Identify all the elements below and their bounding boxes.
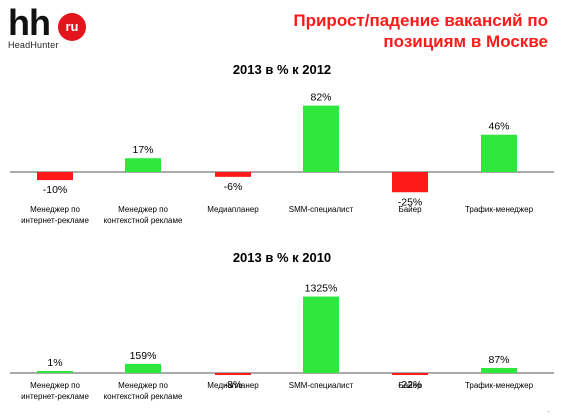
chart-2-title: 2013 в % к 2010 bbox=[232, 250, 332, 265]
category-label-6: Трафик-менеджер bbox=[465, 381, 534, 390]
data-label-1: -10% bbox=[43, 184, 68, 196]
data-label-6: 46% bbox=[488, 121, 509, 133]
category-label-1-line-1: Менеджер по bbox=[30, 381, 80, 390]
bar-6 bbox=[481, 134, 517, 172]
category-label-3: Медиапланер bbox=[207, 205, 259, 214]
category-label-1-line-2: интернет-рекламе bbox=[21, 216, 89, 225]
chart-2: 1% Менеджер по интернет-рекламе 159% Менедже… bbox=[10, 283, 554, 401]
bar-5 bbox=[392, 172, 428, 193]
category-label-4: SMM-специалист bbox=[289, 381, 354, 390]
page-marker: · bbox=[547, 407, 550, 416]
bar-5 bbox=[392, 373, 428, 375]
category-label-2-line-2: контекстной рекламе bbox=[104, 392, 183, 401]
bar-3 bbox=[215, 373, 251, 375]
chart-1: -10% Менеджер по интернет-рекламе 17% Менедж… bbox=[10, 92, 554, 225]
logo-badge: ru bbox=[58, 13, 86, 41]
category-label-4: SMM-специалист bbox=[289, 205, 354, 214]
data-label-6: 87% bbox=[488, 354, 509, 366]
data-label-2: 17% bbox=[132, 144, 153, 156]
bar-1 bbox=[37, 172, 73, 181]
chart-1-title: 2013 в % к 2012 bbox=[232, 62, 332, 77]
data-label-5: -25% bbox=[398, 196, 423, 208]
category-label-2-line-2: контекстной рекламе bbox=[104, 216, 183, 225]
data-label-1: 1% bbox=[47, 357, 62, 369]
bar-1 bbox=[37, 371, 73, 373]
data-label-4: 82% bbox=[310, 92, 331, 104]
category-label-3: Медиапланер bbox=[207, 381, 259, 390]
logo-subtitle: HeadHunter bbox=[8, 40, 59, 50]
category-label-5: Байер bbox=[398, 381, 422, 390]
category-label-6: Трафик-менеджер bbox=[465, 205, 534, 214]
category-label-2-line-1: Менеджер по bbox=[118, 205, 168, 214]
data-label-3: -8% bbox=[224, 379, 243, 391]
data-label-2: 159% bbox=[130, 350, 157, 362]
bar-4 bbox=[303, 105, 339, 172]
data-label-3: -6% bbox=[224, 181, 243, 193]
headhunter-logo: hh ru HeadHunter bbox=[8, 2, 108, 52]
bar-3 bbox=[215, 172, 251, 177]
bar-2 bbox=[125, 363, 161, 373]
logo-mark: hh bbox=[8, 2, 51, 43]
page-title: Прирост/падение вакансий по позициям в М… bbox=[293, 11, 548, 51]
bar-6 bbox=[481, 367, 517, 373]
data-label-5: -22% bbox=[398, 379, 423, 391]
category-label-1-line-1: Менеджер по bbox=[30, 205, 80, 214]
category-label-2-line-1: Менеджер по bbox=[118, 381, 168, 390]
bar-4 bbox=[303, 296, 339, 373]
category-label-5: Байер bbox=[398, 205, 422, 214]
category-label-1-line-2: интернет-рекламе bbox=[21, 392, 89, 401]
bar-2 bbox=[125, 158, 161, 172]
data-label-4: 1325% bbox=[305, 283, 338, 295]
